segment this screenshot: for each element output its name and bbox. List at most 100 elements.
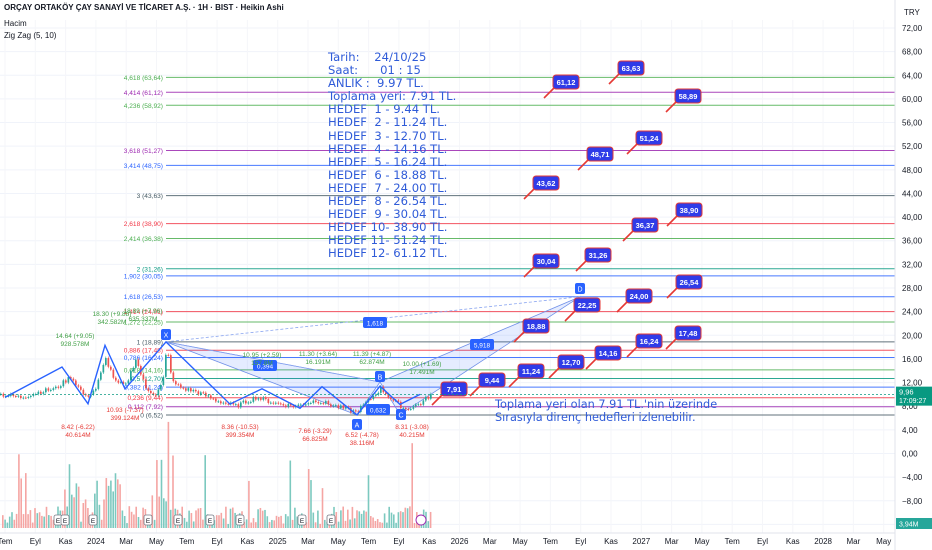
target-label: 26,54 (680, 278, 700, 287)
volume-bar (356, 510, 358, 528)
candle-body (122, 381, 125, 384)
candle-body (142, 374, 145, 380)
note-line: HEDEF 11- 51.24 TL. (328, 233, 448, 248)
target-arrow (666, 215, 678, 227)
target-arrow (548, 367, 560, 379)
candle-body (417, 404, 420, 406)
time-tick-label: Kas (786, 537, 800, 546)
volume-bar (142, 507, 144, 528)
currency-label: TRY (904, 8, 921, 17)
volume-bar (153, 519, 156, 528)
candle-body (37, 391, 40, 395)
earnings-event-label: E (146, 518, 151, 525)
volume-bar (278, 516, 280, 528)
price-tick-label: 60,00 (902, 95, 923, 104)
candle-body (70, 377, 72, 379)
volume-bar (337, 521, 340, 528)
earnings-event-label: E (56, 518, 61, 525)
volume-bar (167, 421, 170, 528)
note-line: HEDEF 8 - 26.54 TL. (328, 194, 448, 209)
volume-bar (41, 515, 43, 528)
zigzag-value-label: 11.30 (+3.64) (299, 351, 337, 358)
price-tick-label: 20,00 (902, 331, 923, 340)
zigzag-volume-label: 16.191M (305, 359, 330, 366)
candle-body (280, 403, 282, 405)
volume-bar (160, 459, 163, 528)
candle-body (190, 388, 192, 392)
volume-bar (15, 513, 18, 528)
volume-bar (268, 522, 271, 528)
volume-bar (248, 480, 250, 528)
volume-bar (353, 518, 356, 528)
volume-bar (94, 493, 96, 528)
candle-body (40, 391, 42, 394)
candle-body (117, 380, 120, 383)
fib-level-label: 0,886 (17,48) (124, 348, 163, 355)
time-tick-label: 2025 (269, 537, 287, 546)
candle-body (115, 377, 117, 381)
candle-body (287, 403, 290, 407)
zigzag-value-label: 18.89 (+7.96) (124, 308, 163, 315)
note-line: Tarih: 24/10/25 (328, 50, 427, 64)
harmonic-ratio-label: 0,632 (370, 408, 387, 415)
volume-bar (370, 516, 372, 528)
fib-level-label: 0,786 (16,24) (124, 355, 163, 362)
target-box (631, 217, 659, 233)
candle-body (300, 404, 302, 406)
candle-body (310, 402, 312, 404)
zigzag-indicator-label[interactable]: Zig Zag (5, 10) (4, 31, 57, 40)
volume-bar (186, 521, 188, 528)
fib-level-label: 0,382 (11,24) (124, 385, 163, 392)
candle-body (127, 380, 130, 384)
zigzag-value-label: 8.36 (-10.53) (221, 424, 258, 431)
price-tick-label: 48,00 (902, 166, 923, 175)
candle-body (362, 404, 365, 406)
volume-bar (324, 519, 326, 528)
candle-body (335, 405, 337, 407)
candle-body (45, 388, 47, 393)
candle-body (35, 394, 37, 396)
zigzag-volume-label: 342.582M (98, 319, 127, 326)
candle-body (400, 401, 402, 409)
candle-body (397, 400, 400, 402)
last-price-time: 17:09:27 (899, 398, 926, 405)
volume-bar (27, 514, 29, 528)
volume-bar (225, 506, 227, 528)
target-label: 51,24 (640, 134, 660, 143)
volume-bar (429, 511, 432, 528)
fib-level-label: 1,618 (26,53) (124, 294, 163, 301)
volume-bar (374, 521, 377, 528)
target-label: 38,90 (680, 206, 699, 215)
candle-body (265, 397, 267, 400)
volume-bar (395, 522, 397, 528)
candle-body (322, 403, 325, 405)
volume-bar (257, 509, 259, 528)
volume-bar (335, 512, 338, 528)
price-tick-label: 52,00 (902, 142, 923, 151)
candle-body (345, 406, 347, 409)
volume-bar (18, 454, 20, 528)
candle-body (392, 399, 395, 401)
volume-bar (8, 516, 11, 528)
target-label: 18,88 (527, 322, 546, 331)
volume-bar (234, 512, 236, 528)
candle-body (337, 405, 340, 409)
volume-indicator-label[interactable]: Hacim (4, 19, 27, 28)
volume-bar (282, 523, 285, 528)
note-footer-line: Toplama yeri olan 7.91 TL.'nin üzerinde (495, 398, 718, 411)
zigzag-volume-label: 635.337M (129, 316, 158, 323)
candle-body (172, 372, 175, 382)
note-line: HEDEF 12- 61.12 TL. (328, 246, 448, 261)
candle-body (262, 397, 265, 400)
candle-body (42, 392, 45, 394)
volume-bar (358, 511, 361, 528)
harmonic-point-box (396, 409, 406, 420)
candle-body (332, 405, 335, 407)
volume-bar (48, 515, 50, 528)
candle-body (342, 405, 345, 409)
volume-bar (140, 519, 142, 528)
volume-bar (409, 506, 411, 528)
candle-body (267, 399, 270, 403)
volume-bar (107, 485, 110, 528)
